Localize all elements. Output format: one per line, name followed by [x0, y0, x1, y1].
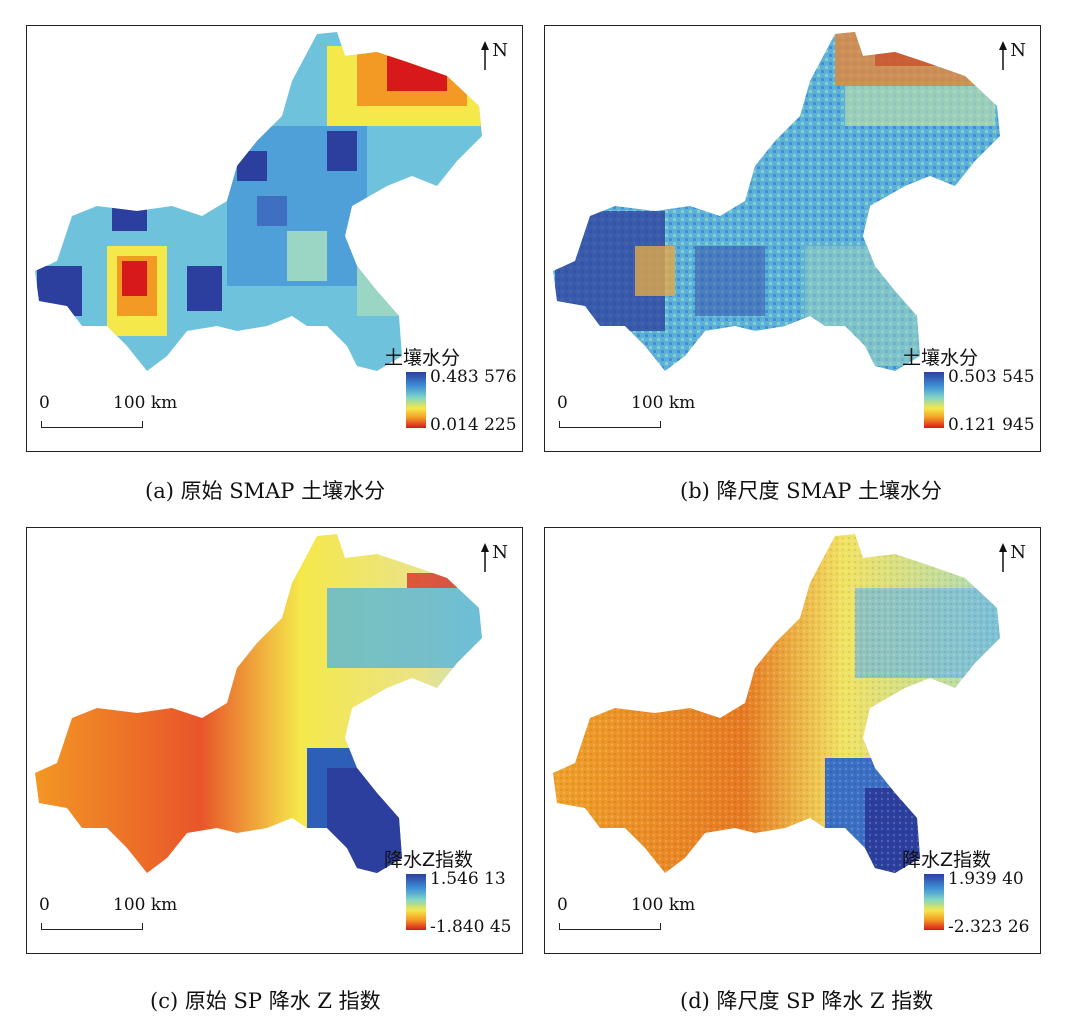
north-label: N	[1010, 40, 1026, 61]
legend-a: 土壤水分 0.483 576 0.014 225	[384, 343, 517, 443]
north-arrow: N	[480, 542, 508, 572]
north-arrow-icon	[481, 543, 490, 572]
legend-b: 土壤水分 0.503 545 0.121 945	[902, 343, 1035, 443]
north-label: N	[492, 40, 508, 61]
legend-color-ramp	[406, 372, 426, 428]
scale-line	[559, 421, 661, 428]
north-arrow-icon	[999, 41, 1008, 70]
scale-distance: 100 km	[113, 895, 178, 915]
scale-zero: 0	[557, 393, 568, 413]
legend-title: 降水Z指数	[384, 849, 474, 871]
legend-max-value: 0.483 576	[430, 367, 517, 387]
scale-distance: 100 km	[631, 895, 696, 915]
precip-z-index-map-original	[35, 534, 482, 873]
north-arrow: N	[480, 40, 508, 70]
scale-line	[559, 923, 661, 930]
legend-title: 土壤水分	[384, 347, 461, 369]
legend-min-value: -2.323 26	[948, 917, 1030, 937]
north-label: N	[1010, 542, 1026, 563]
map-panel-b: N 土壤水分 0.503 545 0.121 945 0 100 km	[544, 25, 1041, 452]
caption-c: (c) 原始 SP 降水 Z 指数	[150, 989, 381, 1013]
map-panel-c: N 降水Z指数 1.546 13 -1.840 45 0 100 km	[26, 527, 523, 954]
north-label: N	[492, 542, 508, 563]
scale-bar: 0 100 km	[39, 895, 179, 939]
caption-b: (b) 降尺度 SMAP 土壤水分	[680, 479, 943, 503]
legend-min-value: 0.014 225	[430, 415, 517, 435]
scale-bar: 0 100 km	[39, 393, 179, 437]
scale-line	[41, 923, 143, 930]
soil-moisture-map-downscaled	[553, 32, 1000, 371]
scale-line	[41, 421, 143, 428]
map-panel-d: N 降水Z指数 1.939 40 -2.323 26 0 100 km	[544, 527, 1041, 954]
scale-zero: 0	[557, 895, 568, 915]
legend-color-ramp	[406, 874, 426, 930]
soil-moisture-map-original	[35, 32, 482, 371]
scale-zero: 0	[39, 393, 50, 413]
legend-max-value: 1.939 40	[948, 869, 1024, 889]
north-arrow-icon	[999, 543, 1008, 572]
north-arrow: N	[998, 40, 1026, 70]
legend-color-ramp	[924, 372, 944, 428]
legend-min-value: -1.840 45	[430, 917, 512, 937]
map-panel-a: N 土壤水分 0.483 576 0.014 225 0 100 km	[26, 25, 523, 452]
precip-z-index-map-downscaled	[553, 534, 1000, 873]
legend-max-value: 0.503 545	[948, 367, 1035, 387]
scale-distance: 100 km	[631, 393, 696, 413]
caption-a: (a) 原始 SMAP 土壤水分	[145, 479, 386, 503]
legend-min-value: 0.121 945	[948, 415, 1035, 435]
scale-bar: 0 100 km	[557, 393, 697, 437]
caption-d: (d) 降尺度 SP 降水 Z 指数	[680, 989, 934, 1013]
north-arrow-icon	[481, 41, 490, 70]
legend-c: 降水Z指数 1.546 13 -1.840 45	[384, 845, 514, 945]
scale-bar: 0 100 km	[557, 895, 697, 939]
legend-title: 土壤水分	[902, 347, 979, 369]
legend-d: 降水Z指数 1.939 40 -2.323 26	[902, 845, 1032, 945]
scale-zero: 0	[39, 895, 50, 915]
legend-color-ramp	[924, 874, 944, 930]
scale-distance: 100 km	[113, 393, 178, 413]
legend-title: 降水Z指数	[902, 849, 992, 871]
north-arrow: N	[998, 542, 1026, 572]
legend-max-value: 1.546 13	[430, 869, 506, 889]
